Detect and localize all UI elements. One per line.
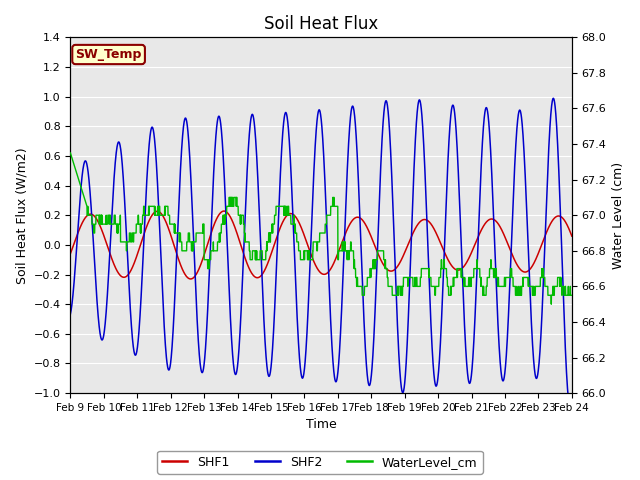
Y-axis label: Soil Heat Flux (W/m2): Soil Heat Flux (W/m2) xyxy=(15,147,28,284)
Title: Soil Heat Flux: Soil Heat Flux xyxy=(264,15,378,33)
Legend: SHF1, SHF2, WaterLevel_cm: SHF1, SHF2, WaterLevel_cm xyxy=(157,451,483,474)
X-axis label: Time: Time xyxy=(306,419,337,432)
Text: SW_Temp: SW_Temp xyxy=(76,48,142,61)
Y-axis label: Water Level (cm): Water Level (cm) xyxy=(612,162,625,269)
